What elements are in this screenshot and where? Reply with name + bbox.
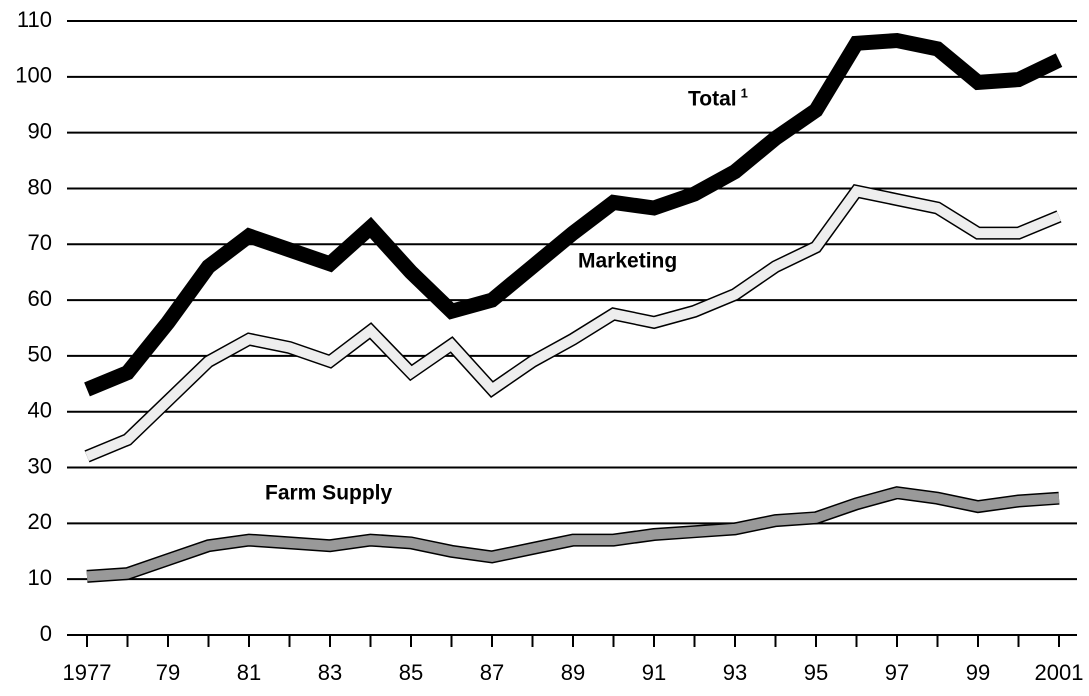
series-label: Total — [688, 88, 737, 111]
y-tick-label: 110 — [17, 7, 52, 32]
x-tick-label: 87 — [480, 660, 504, 685]
x-tick-label: 79 — [156, 660, 180, 685]
y-tick-label: 50 — [28, 342, 52, 367]
x-tick-label: 99 — [966, 660, 990, 685]
y-tick-label: 80 — [28, 174, 52, 199]
line — [84, 32, 1063, 397]
line — [86, 487, 1060, 582]
x-tick-label: 93 — [723, 660, 747, 685]
y-tick-label: 70 — [28, 230, 52, 255]
x-tick-label: 97 — [885, 660, 909, 685]
y-tick-label: 10 — [28, 565, 52, 590]
x-tick-label: 81 — [237, 660, 261, 685]
series-label: Farm Supply — [265, 482, 393, 505]
y-tick-label: 0 — [40, 621, 52, 646]
series-label: Marketing — [578, 250, 677, 273]
x-tick-label: 91 — [642, 660, 666, 685]
y-tick-label: 20 — [28, 509, 52, 534]
y-tick-label: 30 — [28, 453, 52, 478]
line — [85, 185, 1061, 462]
y-tick-label: 40 — [28, 398, 52, 423]
x-tick-label: 1977 — [63, 660, 112, 685]
y-tick-label: 60 — [28, 286, 52, 311]
x-tick-label: 89 — [561, 660, 585, 685]
y-tick-label: 100 — [15, 63, 52, 88]
footnote-mark: 1 — [741, 85, 748, 100]
x-tick-label: 2001 — [1035, 660, 1084, 685]
x-tick-label: 85 — [399, 660, 423, 685]
x-tick-label: 95 — [804, 660, 828, 685]
line-outline — [86, 486, 1060, 583]
x-tick-label: 83 — [318, 660, 342, 685]
y-tick-label: 90 — [28, 118, 52, 143]
